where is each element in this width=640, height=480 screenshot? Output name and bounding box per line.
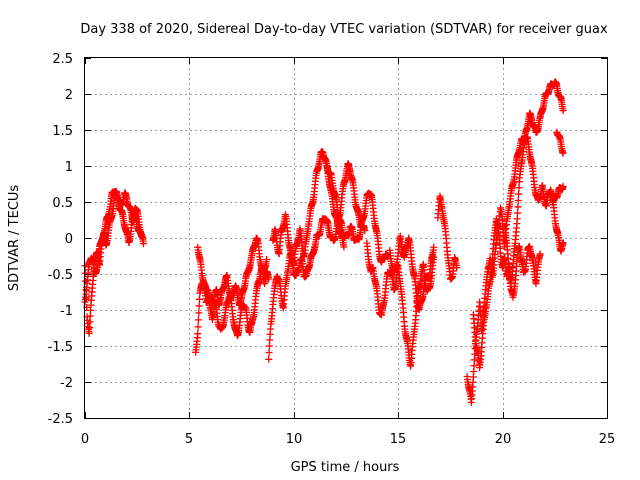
chart-title: Day 338 of 2020, Sidereal Day-to-day VTE… (80, 22, 608, 37)
data-point (194, 323, 202, 331)
data-point (265, 275, 273, 283)
data-point (453, 264, 461, 272)
y-tick-label: -2.5 (48, 412, 73, 427)
y-tick-label: 2.5 (52, 52, 73, 67)
data-point (514, 209, 522, 217)
data-point (265, 342, 273, 350)
x-tick-labels: 0 5 10 15 20 25 (81, 432, 615, 447)
data-point (194, 330, 202, 338)
x-tick-label: 10 (286, 432, 303, 447)
data-point (195, 295, 203, 303)
x-tick-label: 5 (185, 432, 193, 447)
x-tick-label: 20 (495, 432, 512, 447)
data-point (514, 203, 522, 211)
data-point (515, 190, 523, 198)
data-point (559, 107, 567, 115)
data-point (265, 355, 273, 363)
y-tick-label: -0.5 (48, 268, 73, 283)
y-tick-label: 1 (65, 160, 73, 175)
data-point (194, 316, 202, 324)
data-points (81, 78, 567, 406)
data-point (139, 240, 147, 248)
data-point (86, 324, 94, 332)
data-point (559, 182, 567, 190)
y-tick-labels: -2.5 -2 -1.5 -1 -0.5 0 0.5 1 1.5 2 2.5 (48, 52, 73, 427)
data-point (265, 348, 273, 356)
x-tick-label: 0 (81, 432, 89, 447)
data-point (536, 250, 544, 258)
y-tick-label: 1.5 (52, 124, 73, 139)
y-tick-label: -1.5 (48, 340, 73, 355)
data-point (137, 232, 145, 240)
x-axis-label: GPS time / hours (291, 460, 400, 475)
plot-frame (84, 57, 608, 419)
data-point (430, 243, 438, 251)
y-tick-label: 2 (65, 88, 73, 103)
data-point (195, 302, 203, 310)
data-point (559, 149, 567, 157)
data-point (470, 362, 478, 370)
y-tick-label: -2 (60, 376, 73, 391)
x-tick-label: 25 (599, 432, 616, 447)
data-point (515, 184, 523, 192)
data-point (263, 256, 271, 264)
y-tick-label: 0.5 (52, 196, 73, 211)
y-axis-label: SDTVAR / TECUs (7, 185, 22, 292)
data-point (559, 239, 567, 247)
data-point (514, 197, 522, 205)
y-tick-label: 0 (65, 232, 73, 247)
data-point (195, 309, 203, 317)
x-tick-label: 15 (390, 432, 407, 447)
y-tick-label: -1 (60, 304, 73, 319)
data-point (340, 243, 348, 251)
